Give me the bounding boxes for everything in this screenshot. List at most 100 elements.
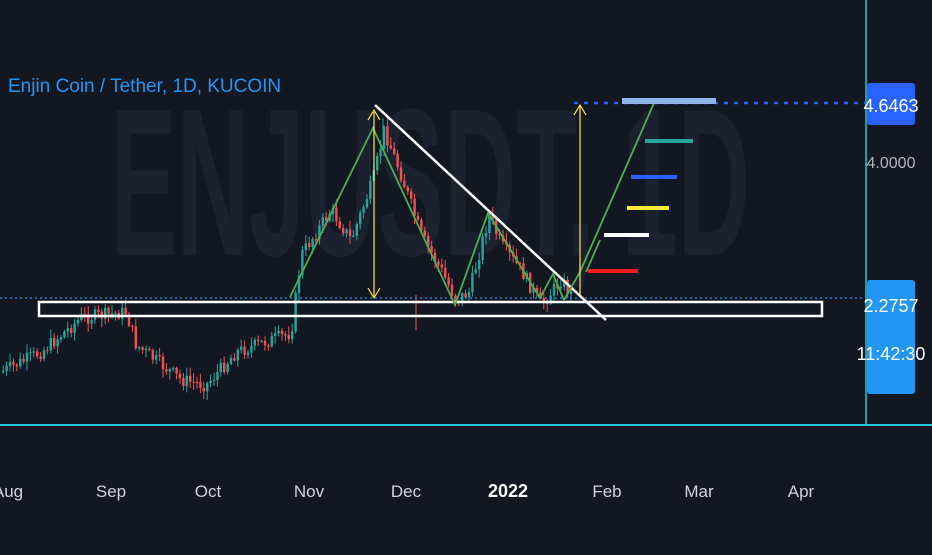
- candle-body: [97, 309, 100, 312]
- candle-body: [471, 272, 474, 293]
- candle-body: [549, 295, 552, 304]
- candle-body: [267, 345, 270, 347]
- candle-body: [297, 275, 301, 293]
- candle-body: [348, 229, 352, 237]
- candle-body: [430, 246, 433, 253]
- candle-body: [450, 284, 454, 296]
- candle-body: [175, 367, 178, 374]
- candle-body: [19, 358, 22, 367]
- last-price-label-bg: [867, 280, 915, 394]
- candle-body: [369, 180, 372, 200]
- time-tick-year: 2022: [488, 481, 528, 501]
- candle-body: [440, 264, 443, 268]
- candle-body: [36, 351, 39, 357]
- candle-body: [410, 191, 413, 199]
- price-level-label: 4.0000: [867, 155, 916, 172]
- candle-body: [542, 297, 545, 303]
- candle-body: [206, 383, 209, 392]
- candle-body: [73, 323, 76, 333]
- candle-body: [433, 252, 437, 262]
- candle-body: [42, 350, 46, 360]
- candle-body: [250, 345, 253, 353]
- candle-body: [427, 235, 430, 247]
- candle-body: [464, 293, 467, 298]
- target-level-teal: [645, 139, 693, 143]
- candle-body: [195, 381, 199, 384]
- candle-body: [280, 330, 284, 335]
- support-zone-rectangle: [37, 300, 824, 318]
- candle-body: [25, 352, 29, 362]
- candle-body: [274, 333, 277, 336]
- candle-body: [345, 229, 348, 234]
- candle-body: [56, 339, 59, 347]
- candle-body: [481, 236, 484, 261]
- candle-body: [535, 287, 539, 293]
- last-price-label: 2.2757: [863, 296, 918, 316]
- candle-body: [8, 361, 12, 366]
- arrow-head-up: [573, 103, 587, 116]
- candle-body: [365, 199, 369, 208]
- time-tick: Oct: [195, 482, 222, 501]
- candle-body: [29, 352, 32, 354]
- candle-body: [233, 358, 236, 361]
- time-tick: Sep: [96, 482, 126, 501]
- candle-body: [226, 363, 229, 373]
- candle-body: [144, 348, 148, 351]
- candle-body: [134, 326, 137, 349]
- candle-body: [284, 334, 287, 336]
- candle-body: [376, 156, 379, 171]
- candle-body: [12, 361, 15, 365]
- time-tick: Aug: [0, 482, 23, 501]
- candle-body: [127, 314, 131, 326]
- candle-body: [59, 337, 63, 340]
- candle-body: [124, 307, 127, 315]
- candle-body: [138, 347, 141, 349]
- candle-body: [141, 347, 144, 350]
- candle-body: [243, 346, 246, 355]
- candle-body: [192, 381, 195, 383]
- target-level-lightblue: [622, 98, 716, 104]
- symbol-watermark: ENJUSDT, 1D: [110, 65, 750, 300]
- time-axis[interactable]: Aug Sep Oct Nov Dec 2022 Feb Mar Apr: [0, 481, 815, 501]
- time-tick: Apr: [788, 482, 815, 501]
- candle-body: [559, 287, 562, 289]
- candle-body: [260, 340, 263, 343]
- candle-body: [178, 373, 182, 379]
- price-scale[interactable]: 4.6463 4.0000 2.2757 11:42:30: [857, 83, 926, 394]
- candle-body: [172, 367, 175, 370]
- current-price-label-bg: [867, 83, 915, 125]
- candle-body: [539, 292, 542, 298]
- candle-body: [216, 371, 219, 380]
- candle-body: [311, 239, 314, 248]
- candle-body: [63, 331, 66, 338]
- candle-body: [359, 212, 362, 225]
- candle-body: [532, 287, 535, 293]
- candle-body: [318, 225, 321, 240]
- time-tick: Dec: [391, 482, 422, 501]
- candle-body: [270, 335, 273, 347]
- candle-body: [325, 217, 328, 221]
- target-level-yellow: [627, 206, 669, 210]
- candle-body: [355, 224, 358, 236]
- candle-body: [474, 269, 477, 273]
- candle-body: [447, 277, 450, 285]
- candle-body: [131, 325, 134, 328]
- candle-body: [202, 387, 205, 392]
- candle-body: [444, 267, 447, 278]
- candle-body: [420, 219, 423, 231]
- candle-body: [15, 364, 18, 367]
- projection-line: [585, 239, 601, 273]
- candle-body: [461, 293, 464, 302]
- candle-body: [66, 328, 69, 332]
- candle-body: [478, 260, 481, 270]
- candle-body: [151, 350, 154, 360]
- candle-body: [229, 358, 233, 364]
- candle-body: [569, 291, 573, 294]
- candle-body: [386, 126, 389, 146]
- candle-body: [107, 307, 110, 314]
- candle-body: [104, 307, 107, 319]
- target-level-blue: [631, 175, 677, 179]
- current-price-label: 4.6463: [863, 96, 918, 116]
